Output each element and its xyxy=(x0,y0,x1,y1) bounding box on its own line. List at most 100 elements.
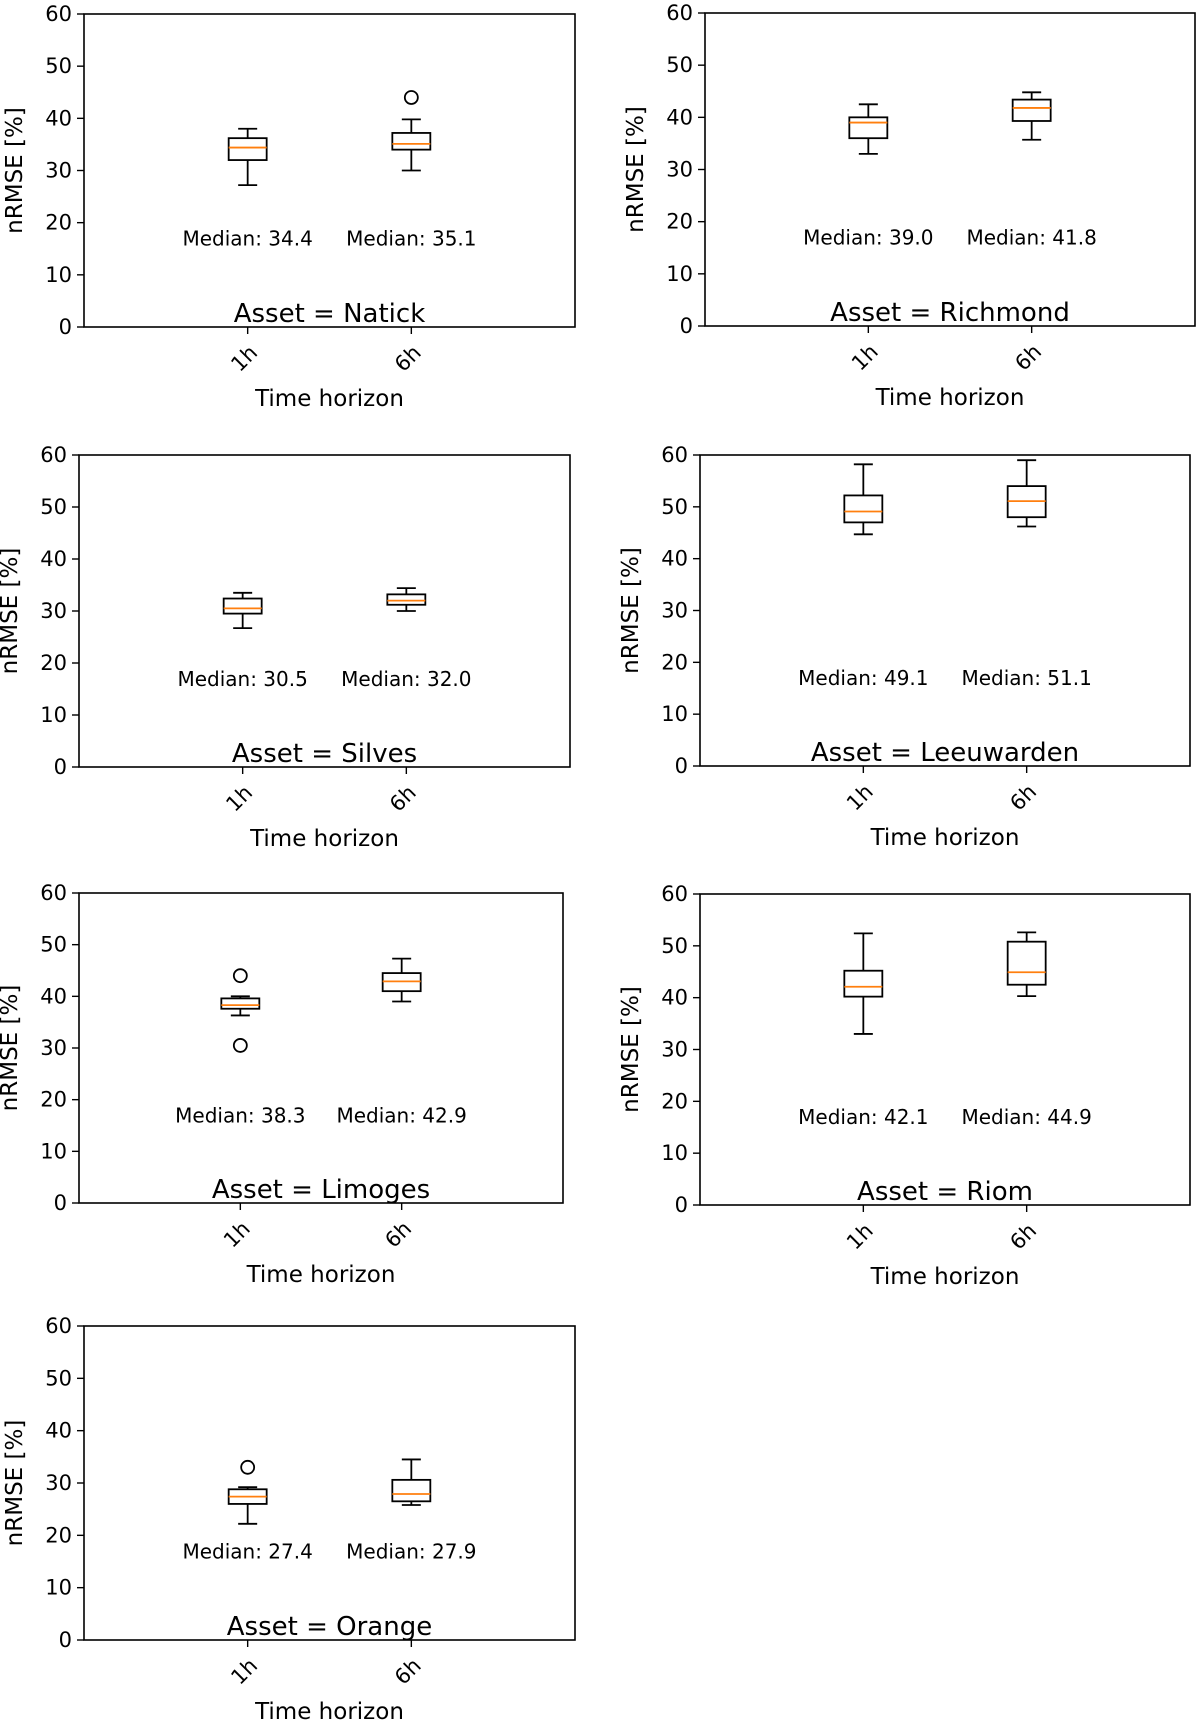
median-annotation: Median: 42.9 xyxy=(336,1103,466,1127)
y-tick-label: 60 xyxy=(45,2,72,26)
median-annotation: Median: 42.1 xyxy=(798,1105,928,1129)
axes-frame xyxy=(83,1325,576,1641)
y-tick-label: 20 xyxy=(661,1089,688,1113)
median-annotation: Median: 35.1 xyxy=(346,227,476,251)
median-annotation: Median: 30.5 xyxy=(177,667,307,691)
subplot-5: 0 10 20 30 40 50 60 nRMSE [%] 1h 6h Time horizon Me… xyxy=(0,881,564,1288)
x-tick-label: 1h xyxy=(842,780,878,816)
y-tick-label: 60 xyxy=(661,443,688,467)
y-axis-label: nRMSE [%] xyxy=(0,548,23,675)
y-tick-label: 30 xyxy=(40,599,67,623)
y-tick-label: 40 xyxy=(40,547,67,571)
y-tick-label: 10 xyxy=(45,1576,72,1600)
y-tick-label: 50 xyxy=(661,934,688,958)
y-tick-label: 0 xyxy=(59,1628,72,1652)
box-1h xyxy=(227,1459,268,1525)
y-tick-label: 60 xyxy=(40,881,67,905)
y-tick-label: 10 xyxy=(661,702,688,726)
subplot-4: 0 10 20 30 40 50 60 nRMSE [%] 1h 6h Time horizon Me… xyxy=(618,443,1191,851)
y-tick-label: 0 xyxy=(675,1193,688,1217)
y-tick-label: 60 xyxy=(666,1,693,25)
iqr-box xyxy=(843,969,884,998)
iqr-box xyxy=(391,1478,432,1503)
y-tick-label: 10 xyxy=(40,703,67,727)
box-6h xyxy=(1011,91,1052,141)
x-axis-label: Time horizon xyxy=(254,1699,404,1725)
x-tick-label: 6h xyxy=(1010,340,1046,376)
y-tick-label: 30 xyxy=(45,1471,72,1495)
median-annotation: Median: 27.4 xyxy=(182,1539,312,1563)
asset-label: Asset = Silves xyxy=(232,739,417,769)
y-tick-label: 40 xyxy=(45,106,72,130)
median-annotation: Median: 27.9 xyxy=(346,1539,476,1563)
box-6h xyxy=(381,957,422,1003)
y-tick-label: 50 xyxy=(45,54,72,78)
subplot-3: 0 10 20 30 40 50 60 nRMSE [%] 1h 6h Time horizon Me… xyxy=(0,443,571,852)
x-tick-label: 1h xyxy=(221,781,257,817)
iqr-box xyxy=(1011,98,1052,122)
outlier-point xyxy=(403,90,419,105)
asset-label: Asset = Limoges xyxy=(212,1175,430,1205)
median-annotation: Median: 34.4 xyxy=(182,227,312,251)
y-tick-label: 30 xyxy=(661,599,688,623)
x-tick-label: 1h xyxy=(219,1217,255,1253)
y-tick-label: 0 xyxy=(675,754,688,778)
median-annotation: Median: 38.3 xyxy=(175,1103,305,1127)
y-axis-label: nRMSE [%] xyxy=(0,985,23,1112)
y-tick-label: 50 xyxy=(40,495,67,519)
axes-frame xyxy=(699,893,1191,1206)
iqr-box xyxy=(848,116,889,140)
iqr-box xyxy=(391,132,432,151)
y-tick-label: 50 xyxy=(40,933,67,957)
x-tick-label: 6h xyxy=(1005,780,1041,816)
x-tick-label: 1h xyxy=(226,341,262,377)
y-tick-label: 30 xyxy=(40,1036,67,1060)
x-axis-label: Time horizon xyxy=(875,385,1025,411)
x-tick-label: 6h xyxy=(390,1654,426,1690)
axes-frame xyxy=(83,13,576,328)
y-tick-label: 0 xyxy=(59,315,72,339)
box-6h xyxy=(1006,931,1047,998)
box-1h xyxy=(843,932,884,1035)
median-annotation: Median: 49.1 xyxy=(798,666,928,690)
y-tick-label: 50 xyxy=(45,1366,72,1390)
outlier-point xyxy=(240,1459,256,1475)
y-tick-label: 60 xyxy=(40,443,67,467)
y-tick-label: 30 xyxy=(45,159,72,183)
y-tick-label: 40 xyxy=(666,105,693,129)
box-1h xyxy=(227,127,268,187)
iqr-box xyxy=(222,597,263,615)
y-tick-label: 40 xyxy=(40,984,67,1008)
y-axis-label: nRMSE [%] xyxy=(618,986,644,1113)
box-6h xyxy=(386,587,427,612)
y-axis-label: nRMSE [%] xyxy=(2,107,28,234)
asset-label: Asset = Orange xyxy=(227,1612,432,1642)
iqr-box xyxy=(1006,940,1047,986)
y-tick-label: 20 xyxy=(45,211,72,235)
y-tick-label: 0 xyxy=(54,1191,67,1215)
iqr-box xyxy=(843,494,884,524)
asset-label: Asset = Natick xyxy=(234,299,426,329)
median-annotation: Median: 39.0 xyxy=(803,226,933,250)
y-axis-label: nRMSE [%] xyxy=(623,106,649,233)
axes-frame xyxy=(78,892,564,1204)
median-annotation: Median: 41.8 xyxy=(966,226,1096,250)
axes-frame xyxy=(704,12,1196,327)
asset-label: Asset = Richmond xyxy=(830,298,1070,328)
y-tick-label: 0 xyxy=(54,755,67,779)
y-tick-label: 20 xyxy=(40,651,67,675)
y-tick-label: 10 xyxy=(45,263,72,287)
x-tick-label: 1h xyxy=(847,340,883,376)
y-tick-label: 50 xyxy=(661,495,688,519)
x-tick-label: 1h xyxy=(842,1219,878,1255)
outlier-point xyxy=(232,968,248,984)
y-tick-label: 50 xyxy=(666,53,693,77)
x-axis-label: Time horizon xyxy=(254,386,404,412)
box-1h xyxy=(843,463,884,536)
box-6h xyxy=(1006,459,1047,528)
iqr-box xyxy=(386,593,427,606)
x-axis-label: Time horizon xyxy=(246,1262,396,1288)
y-tick-label: 40 xyxy=(45,1419,72,1443)
x-tick-label: 1h xyxy=(226,1654,262,1690)
